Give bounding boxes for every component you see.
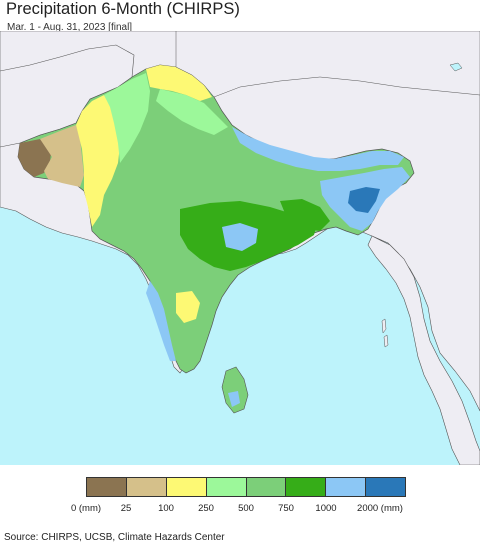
land-sri-lanka: [221, 366, 249, 414]
land-tibet: [175, 31, 480, 98]
land-southeast-asia: [367, 235, 480, 465]
legend-tick-5: 750: [278, 503, 294, 514]
legend-swatch-1: [126, 478, 167, 496]
legend-swatch-3: [206, 478, 247, 496]
legend-swatch-4: [246, 478, 287, 496]
legend-tick-1: 25: [120, 503, 132, 514]
region-punjab-lightgreen: [104, 73, 150, 163]
legend-tick-2: 100: [158, 503, 174, 514]
legend-tick-3: 250: [198, 503, 214, 514]
region-meghalaya-darkblue: [348, 187, 380, 213]
legend-swatch-2: [166, 478, 207, 496]
andaman-islands: [381, 318, 389, 348]
region-east-green: [280, 199, 330, 231]
region-pakistan-tan: [40, 125, 84, 187]
legend-colorbar: [86, 477, 406, 497]
source-credit: Source: CHIRPS, UCSB, Climate Hazards Ce…: [4, 532, 225, 543]
legend-tick-4: 500: [238, 503, 254, 514]
region-himalaya-blue: [232, 127, 404, 171]
region-western-ghats-blue: [146, 281, 176, 361]
region-balochistan-dry: [18, 139, 52, 177]
precipitation-map: [0, 31, 480, 465]
legend-swatch-0: [87, 478, 127, 496]
map-title: Precipitation 6-Month (CHIRPS): [6, 0, 240, 18]
legend-tick-7: 2000 (mm): [357, 503, 403, 514]
legend-tick-6: 1000: [315, 503, 337, 514]
lake-mark: [449, 62, 463, 72]
region-pakistan-yellow: [76, 95, 120, 227]
region-central-blue: [222, 223, 258, 251]
land-afghanistan: [0, 44, 135, 148]
legend-swatch-6: [326, 478, 367, 496]
legend-swatch-7: [366, 478, 405, 496]
region-ladakh-green: [156, 89, 228, 135]
legend-tick-0: 0 (mm): [70, 503, 102, 514]
region-deccan-yellow: [176, 291, 200, 323]
region-kashmir-yellow: [146, 65, 212, 101]
legend-swatch-5: [286, 478, 327, 496]
map-subtitle: Mar. 1 - Aug. 31, 2023 [final]: [7, 22, 133, 33]
region-sri-lanka-blue: [228, 391, 240, 407]
map-canvas: [0, 31, 480, 465]
